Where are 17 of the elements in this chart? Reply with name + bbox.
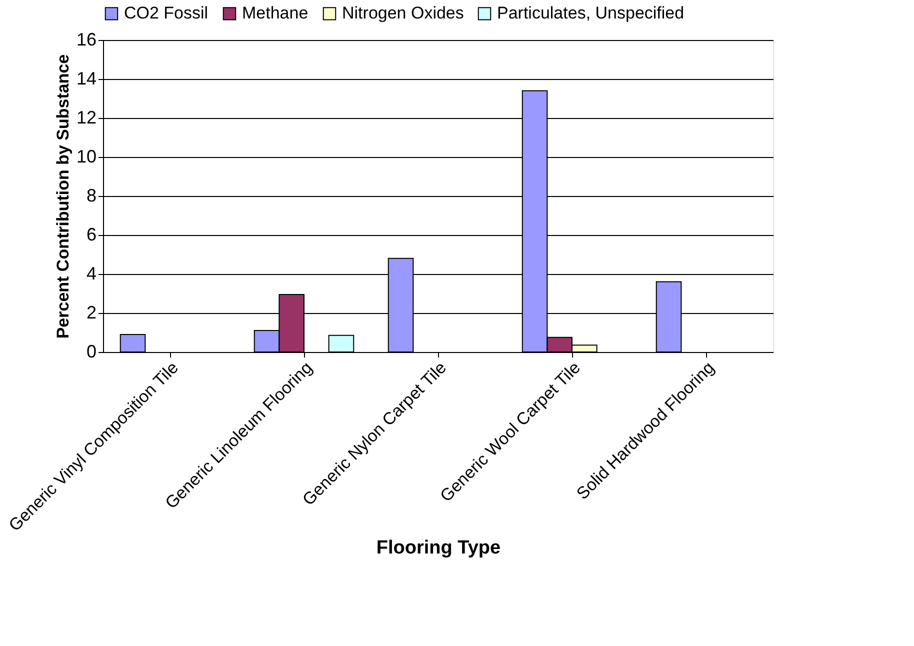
y-tick-label: 10 bbox=[76, 146, 96, 166]
y-tick-label: 12 bbox=[76, 108, 96, 128]
bar bbox=[328, 334, 354, 352]
y-tick-label: 4 bbox=[86, 264, 96, 284]
y-tick-label: 16 bbox=[76, 30, 96, 50]
x-axis-title: Flooring Type bbox=[376, 538, 501, 558]
legend-label: Methane bbox=[242, 4, 308, 23]
legend-label: CO2 Fossil bbox=[124, 4, 208, 23]
y-axis-title: Percent Contribution by Substance bbox=[53, 54, 72, 339]
y-tick-label: 6 bbox=[86, 224, 96, 244]
y-tick-label: 0 bbox=[86, 342, 96, 362]
y-tick-label: 2 bbox=[86, 302, 96, 322]
bar bbox=[120, 334, 146, 352]
y-tick-label: 14 bbox=[76, 68, 96, 88]
legend-label: Nitrogen Oxides bbox=[342, 4, 464, 23]
y-tick-label: 8 bbox=[86, 186, 96, 206]
legend-label: Particulates, Unspecified bbox=[497, 4, 684, 23]
